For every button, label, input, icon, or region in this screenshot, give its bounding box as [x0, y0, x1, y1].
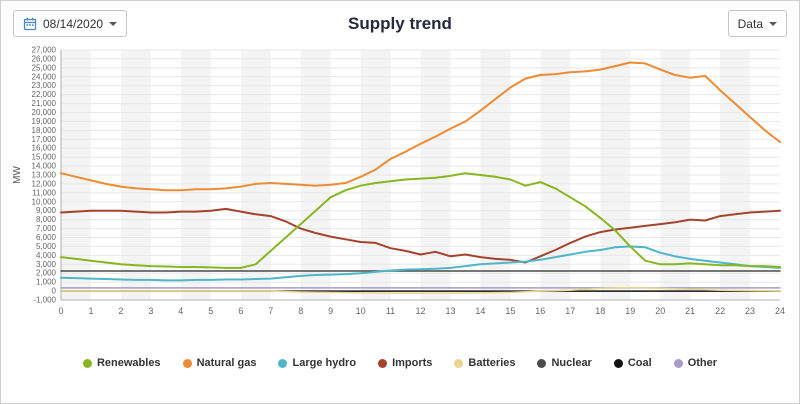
- legend-label-natural-gas: Natural gas: [196, 357, 257, 369]
- svg-text:5: 5: [208, 306, 213, 316]
- series-lines: [60, 61, 781, 295]
- data-menu-label: Data: [737, 16, 763, 31]
- legend-label-nuclear: Nuclear: [551, 357, 592, 369]
- legend-label-batteries: Batteries: [468, 357, 516, 369]
- svg-text:2,000: 2,000: [36, 269, 57, 278]
- svg-text:1: 1: [88, 306, 93, 316]
- chevron-down-icon: [769, 21, 777, 26]
- svg-text:24,000: 24,000: [32, 72, 57, 81]
- svg-text:0: 0: [58, 306, 63, 316]
- svg-text:11,000: 11,000: [32, 188, 56, 197]
- svg-text:13: 13: [445, 306, 455, 316]
- legend-item-renewables[interactable]: Renewables: [82, 357, 161, 369]
- legend-label-imports: Imports: [392, 357, 433, 369]
- svg-text:13,000: 13,000: [32, 171, 57, 180]
- other-marker-icon: [673, 358, 683, 368]
- svg-text:20,000: 20,000: [32, 108, 57, 117]
- legend-item-natural-gas[interactable]: Natural gas: [182, 357, 257, 369]
- legend-label-renewables: Renewables: [96, 357, 161, 369]
- svg-text:3: 3: [148, 306, 153, 316]
- svg-text:1,000: 1,000: [36, 278, 57, 287]
- svg-text:14: 14: [475, 306, 485, 316]
- svg-text:12: 12: [415, 306, 425, 316]
- svg-text:10,000: 10,000: [32, 197, 57, 206]
- large-hydro-marker-icon: [278, 358, 288, 368]
- axes: [60, 50, 780, 301]
- svg-text:19,000: 19,000: [32, 117, 57, 126]
- svg-text:18,000: 18,000: [32, 126, 57, 135]
- svg-text:18: 18: [595, 306, 605, 316]
- chart-area: -1,000 0 1,000 2,000 3,000 4,000 5,000 6,000 7,0…: [1, 42, 799, 347]
- svg-text:15: 15: [505, 306, 515, 316]
- renewables-marker-icon: [82, 358, 92, 368]
- data-menu-button[interactable]: Data: [727, 10, 787, 37]
- svg-text:8,000: 8,000: [36, 215, 57, 224]
- svg-text:21,000: 21,000: [32, 99, 57, 108]
- svg-text:16: 16: [535, 306, 545, 316]
- svg-text:19: 19: [625, 306, 635, 316]
- svg-text:4: 4: [178, 306, 183, 316]
- natural-gas-marker-icon: [182, 358, 192, 368]
- svg-text:6: 6: [238, 306, 243, 316]
- axis-labels: -1,00001,0002,0003,0004,0005,0006,0007,0…: [12, 46, 785, 317]
- svg-text:21: 21: [685, 306, 695, 316]
- legend-item-large-hydro[interactable]: Large hydro: [278, 357, 356, 369]
- svg-text:11: 11: [386, 306, 395, 316]
- svg-text:16,000: 16,000: [32, 144, 57, 153]
- chevron-down-icon: [109, 21, 118, 26]
- nuclear-marker-icon: [537, 358, 547, 368]
- series-line-batteries: [60, 286, 781, 295]
- imports-marker-icon: [378, 358, 388, 368]
- y-axis-title: MW: [12, 166, 23, 184]
- legend-item-other[interactable]: Other: [673, 357, 718, 369]
- svg-text:26,000: 26,000: [32, 54, 57, 63]
- svg-text:15,000: 15,000: [32, 153, 57, 162]
- svg-text:2: 2: [118, 306, 123, 316]
- series-line-natural-gas: [60, 61, 781, 192]
- supply-trend-chart: -1,00001,0002,0003,0004,0005,0006,0007,0…: [12, 46, 785, 317]
- svg-text:17: 17: [565, 306, 575, 316]
- series-line-imports: [60, 207, 781, 264]
- svg-text:4,000: 4,000: [36, 251, 57, 260]
- date-picker-button[interactable]: 08/14/2020: [13, 10, 128, 37]
- svg-text:0: 0: [52, 287, 57, 296]
- svg-text:22: 22: [715, 306, 725, 316]
- date-picker-label: 08/14/2020: [43, 16, 104, 31]
- chart-legend: Renewables Natural gas Large hydro Imports B…: [1, 357, 799, 369]
- svg-text:8: 8: [298, 306, 303, 316]
- legend-item-coal[interactable]: Coal: [613, 357, 652, 369]
- svg-text:12,000: 12,000: [32, 179, 57, 188]
- svg-text:10: 10: [356, 306, 366, 316]
- svg-text:22,000: 22,000: [32, 90, 57, 99]
- svg-text:-1,000: -1,000: [33, 296, 56, 305]
- svg-text:9: 9: [328, 306, 333, 316]
- legend-item-nuclear[interactable]: Nuclear: [537, 357, 592, 369]
- svg-text:27,000: 27,000: [32, 46, 57, 55]
- svg-text:23: 23: [745, 306, 755, 316]
- legend-label-other: Other: [687, 357, 718, 369]
- legend-label-coal: Coal: [627, 357, 652, 369]
- svg-text:7,000: 7,000: [36, 224, 57, 233]
- svg-text:14,000: 14,000: [32, 162, 57, 171]
- svg-text:25,000: 25,000: [32, 63, 57, 72]
- svg-text:9,000: 9,000: [36, 206, 57, 215]
- calendar-icon: [23, 17, 37, 31]
- legend-item-imports[interactable]: Imports: [378, 357, 432, 369]
- svg-text:20: 20: [655, 306, 665, 316]
- svg-text:5,000: 5,000: [36, 242, 57, 251]
- svg-text:3,000: 3,000: [36, 260, 57, 269]
- batteries-marker-icon: [454, 358, 464, 368]
- legend-item-batteries[interactable]: Batteries: [454, 357, 515, 369]
- series-line-renewables: [60, 172, 781, 269]
- svg-text:24: 24: [775, 306, 785, 316]
- header: 08/14/2020 Supply trend Data: [1, 1, 799, 42]
- series-line-large-hydro: [60, 245, 781, 282]
- coal-marker-icon: [613, 358, 623, 368]
- svg-text:23,000: 23,000: [32, 81, 57, 90]
- svg-text:7: 7: [268, 306, 273, 316]
- svg-text:6,000: 6,000: [36, 233, 57, 242]
- legend-label-large-hydro: Large hydro: [292, 357, 357, 369]
- svg-text:17,000: 17,000: [32, 135, 57, 144]
